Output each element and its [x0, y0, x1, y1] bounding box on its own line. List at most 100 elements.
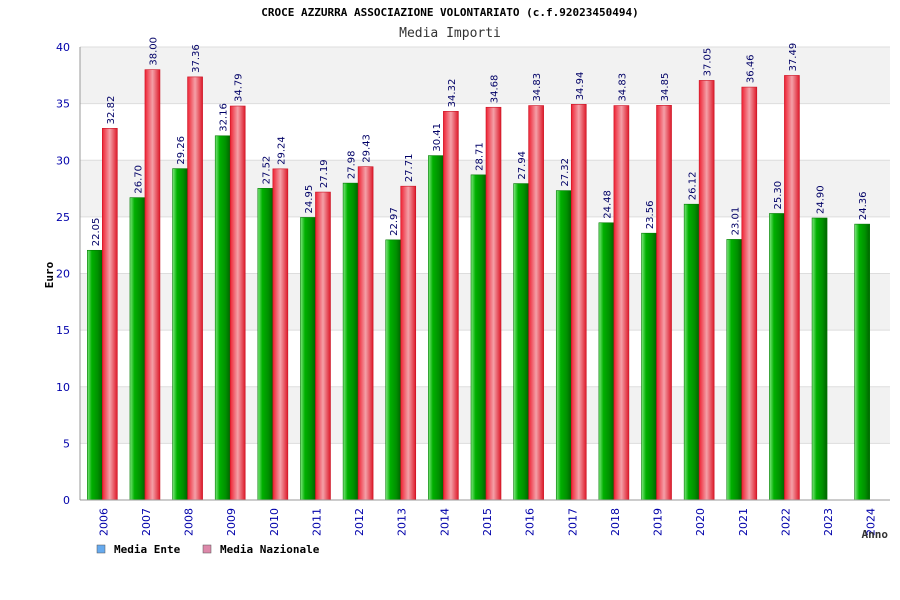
legend-swatch-media-ente	[96, 544, 106, 554]
data-label: 24.95	[304, 185, 315, 214]
data-label: 25.30	[773, 181, 784, 210]
bar-media-ente-2011	[300, 217, 316, 501]
bar-media-ente-2013	[385, 239, 402, 501]
data-label: 34.68	[490, 75, 501, 104]
x-tick-label: 2017	[566, 508, 579, 536]
data-label: 23.56	[645, 201, 656, 230]
bar-media-nazionale-2015	[485, 106, 502, 501]
bar-media-nazionale-2020	[698, 80, 715, 501]
x-tick-label: 2020	[694, 508, 707, 536]
y-tick-label: 35	[56, 98, 70, 111]
data-label: 24.48	[602, 190, 613, 219]
data-label: 29.24	[276, 136, 287, 165]
data-label: 34.94	[575, 72, 586, 101]
legend: Media Ente Media Nazionale	[96, 543, 320, 556]
bar-media-nazionale-2021	[741, 86, 758, 501]
data-label: 29.43	[362, 134, 373, 163]
y-tick-label: 30	[56, 154, 70, 167]
bar-media-ente-2006	[87, 249, 103, 501]
y-axis-label: Euro	[43, 261, 56, 288]
data-label: 34.83	[532, 73, 543, 102]
x-tick-label: 2013	[396, 508, 409, 536]
y-tick-label: 20	[56, 268, 70, 281]
data-label: 32.82	[106, 96, 117, 125]
bar-media-ente-2014	[428, 155, 444, 501]
y-tick-label: 0	[63, 494, 70, 507]
x-tick-label: 2012	[353, 508, 366, 536]
data-label: 34.79	[234, 73, 245, 102]
x-tick-label: 2009	[225, 508, 238, 536]
data-label: 27.98	[347, 150, 358, 179]
bar-media-ente-2019	[641, 232, 657, 501]
bar-media-nazionale-2022	[784, 75, 800, 501]
data-label: 22.97	[389, 207, 400, 236]
x-tick-label: 2021	[737, 508, 750, 536]
bar-media-nazionale-2011	[315, 191, 331, 501]
legend-label-media-nazionale: Media Nazionale	[220, 543, 320, 556]
data-label: 28.71	[475, 142, 486, 171]
bar-media-nazionale-2018	[613, 105, 630, 501]
bar-media-nazionale-2017	[570, 104, 587, 501]
y-tick-label: 40	[56, 41, 70, 54]
bar-media-ente-2009	[214, 135, 231, 501]
x-tick-label: 2011	[310, 508, 323, 536]
legend-label-media-ente: Media Ente	[114, 543, 181, 556]
data-label: 34.83	[617, 73, 628, 102]
bar-media-nazionale-2014	[443, 111, 459, 501]
y-tick-label: 25	[56, 211, 70, 224]
bar-media-ente-2017	[555, 190, 572, 501]
x-tick-label: 2014	[438, 508, 451, 536]
data-label: 37.49	[788, 43, 799, 72]
bar-media-nazionale-2008	[187, 76, 203, 501]
bar-media-nazionale-2009	[229, 105, 246, 501]
bar-media-nazionale-2019	[656, 105, 672, 501]
legend-swatch-media-nazionale	[202, 544, 212, 554]
data-label: 24.36	[858, 191, 869, 220]
bar-media-ente-2010	[257, 188, 274, 501]
bar-media-ente-2020	[683, 203, 700, 501]
data-label: 32.16	[219, 103, 230, 132]
bar-media-ente-2024	[854, 223, 870, 501]
x-axis-label: Anno	[862, 528, 889, 541]
bar-media-nazionale-2013	[400, 185, 417, 501]
data-label: 22.05	[91, 218, 102, 247]
x-tick-label: 2016	[524, 508, 537, 536]
chart-title: CROCE AZZURRA ASSOCIAZIONE VOLONTARIATO …	[261, 6, 639, 19]
x-tick-label: 2018	[609, 508, 622, 536]
x-tick-label: 2015	[481, 508, 494, 536]
bar-media-ente-2012	[342, 182, 359, 501]
value-labels-group: 22.05 32.82 26.70 38.00 29.26 37.36 32.16 34.79…	[91, 37, 869, 246]
x-axis-ticks: 2006 2007 2008 2009 2010 2011 2012 2013 2014 2015…	[97, 508, 877, 536]
x-tick-label: 2008	[183, 508, 196, 536]
data-label: 27.19	[319, 159, 330, 188]
bar-media-nazionale-2016	[528, 105, 544, 501]
data-label: 38.00	[148, 37, 159, 66]
bar-media-nazionale-2006	[102, 128, 118, 501]
bar-media-ente-2023	[811, 217, 828, 501]
data-label: 34.32	[447, 79, 458, 108]
x-tick-label: 2023	[822, 508, 835, 536]
bar-media-nazionale-2010	[272, 168, 289, 501]
chart-subtitle: Media Importi	[399, 26, 501, 41]
x-tick-label: 2007	[140, 508, 153, 536]
data-label: 27.71	[404, 154, 415, 183]
data-label: 24.90	[816, 185, 827, 214]
bar-media-ente-2015	[470, 174, 487, 501]
data-label: 36.46	[745, 54, 756, 83]
y-tick-label: 10	[56, 381, 70, 394]
data-label: 37.05	[703, 48, 714, 77]
y-tick-label: 5	[63, 437, 70, 450]
bar-media-ente-2022	[769, 213, 785, 501]
data-label: 30.41	[432, 123, 443, 152]
data-label: 27.94	[517, 151, 528, 180]
data-label: 34.85	[660, 73, 671, 102]
y-tick-label: 15	[56, 324, 70, 337]
bar-media-ente-2008	[172, 168, 188, 501]
bar-media-ente-2016	[513, 183, 529, 501]
bar-media-ente-2021	[726, 239, 743, 501]
data-label: 27.32	[560, 158, 571, 187]
data-label: 23.01	[730, 207, 741, 236]
data-label: 26.12	[688, 172, 699, 201]
data-label: 27.52	[261, 156, 272, 185]
